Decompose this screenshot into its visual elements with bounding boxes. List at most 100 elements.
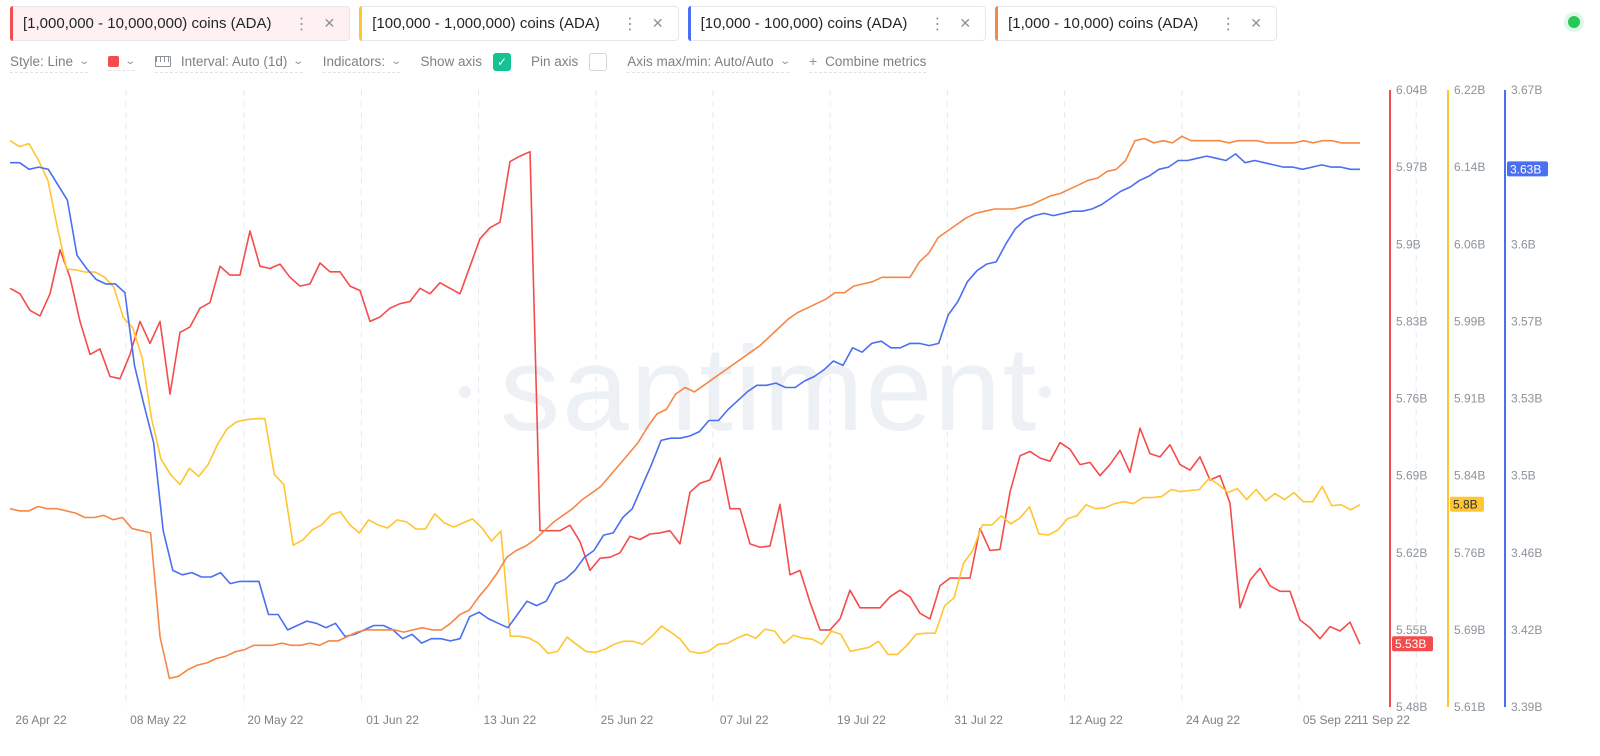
y-tick-label: 3.67B xyxy=(1511,83,1542,97)
x-tick-label: 01 Jun 22 xyxy=(366,713,419,727)
y-tick-label: 3.5B xyxy=(1511,469,1536,483)
indicators-dropdown[interactable]: Indicators: ⌄ xyxy=(322,53,403,73)
more-options-icon[interactable]: ⋮ xyxy=(621,15,638,33)
y-tick-label: 5.97B xyxy=(1396,160,1427,174)
y-tick-label: 5.91B xyxy=(1454,392,1485,406)
more-options-icon[interactable]: ⋮ xyxy=(929,15,946,33)
pin-axis-toggle[interactable]: Pin axis xyxy=(530,52,608,74)
y-tick-label: 5.76B xyxy=(1396,392,1427,406)
x-tick-label: 31 Jul 22 xyxy=(954,713,1003,727)
style-dropdown[interactable]: Style: Line ⌄ xyxy=(10,53,91,73)
value-badge-label: 5.8B xyxy=(1453,498,1478,512)
x-tick-label: 19 Jul 22 xyxy=(837,713,886,727)
show-axis-label: Show axis xyxy=(420,54,482,69)
y-tick-label: 5.55B xyxy=(1396,623,1427,637)
series-line xyxy=(9,135,1360,680)
color-picker[interactable]: ⌄ xyxy=(108,55,137,71)
chevron-down-icon: ⌄ xyxy=(390,55,403,67)
metric-color-bar xyxy=(995,6,999,41)
y-tick-label: 5.84B xyxy=(1454,469,1485,483)
checkbox-unchecked-icon[interactable] xyxy=(589,52,608,71)
combine-metrics-button[interactable]: + Combine metrics xyxy=(808,53,927,73)
metric-color-bar xyxy=(10,6,13,41)
y-tick-label: 5.9B xyxy=(1396,237,1421,251)
y-tick-label: 3.42B xyxy=(1511,623,1542,637)
chevron-down-icon: ⌄ xyxy=(292,55,305,67)
value-badge xyxy=(1507,161,1548,177)
y-tick-label: 3.6B xyxy=(1511,237,1536,251)
chevron-down-icon: ⌄ xyxy=(124,55,137,67)
x-tick-label: 13 Jun 22 xyxy=(483,713,536,727)
metric-color-bar xyxy=(359,6,363,41)
axis-maxmin-dropdown[interactable]: Axis max/min: Auto/Auto ⌄ xyxy=(627,54,791,73)
y-tick-label: 6.04B xyxy=(1396,83,1427,97)
y-tick-label: 6.06B xyxy=(1454,237,1485,251)
chart-lines xyxy=(9,135,1361,680)
metric-tab-label: [1,000 - 10,000) coins (ADA) xyxy=(1008,15,1199,32)
x-tick-label: 20 May 22 xyxy=(247,713,303,727)
y-tick-label: 5.69B xyxy=(1454,623,1485,637)
color-swatch xyxy=(108,55,120,67)
pin-axis-label: Pin axis xyxy=(530,54,579,69)
value-badge-label: 5.53B xyxy=(1395,637,1426,651)
series-line xyxy=(9,139,1361,656)
live-status-dot xyxy=(1568,16,1580,28)
x-tick-label: 25 Jun 22 xyxy=(601,713,654,727)
x-tick-label: 26 Apr 22 xyxy=(15,713,67,727)
y-tick-label: 5.61B xyxy=(1454,700,1485,714)
y-tick-label: 3.46B xyxy=(1511,546,1542,560)
y-tick-label: 3.39B xyxy=(1511,700,1542,714)
more-options-icon[interactable]: ⋮ xyxy=(1220,15,1237,33)
indicators-label: Indicators: xyxy=(322,53,386,69)
watermark-dot xyxy=(459,386,471,398)
y-tick-label: 5.83B xyxy=(1396,314,1427,328)
combine-metrics-label: Combine metrics xyxy=(825,53,927,69)
y-tick-label: 5.99B xyxy=(1454,314,1485,328)
close-icon[interactable]: ✕ xyxy=(1250,15,1262,31)
value-badge xyxy=(1392,636,1433,652)
interval-dropdown[interactable]: Interval: Auto (1d) ⌄ xyxy=(154,53,305,73)
y-tick-label: 3.57B xyxy=(1511,314,1542,328)
chevron-down-icon: ⌄ xyxy=(778,55,791,67)
value-badge xyxy=(1450,496,1484,512)
show-axis-toggle[interactable]: Show axis ✓ xyxy=(420,52,511,74)
x-axis: 26 Apr 22 08 May 22 20 May 22 01 Jun 22 13 J… xyxy=(15,713,1410,727)
y-tick-label: 5.48B xyxy=(1396,700,1427,714)
metric-tab-4[interactable]: [1,000 - 10,000) coins (ADA) ⋮ ✕ xyxy=(995,6,1277,41)
x-tick-label: 12 Aug 22 xyxy=(1069,713,1123,727)
y-tick-label: 3.53B xyxy=(1511,392,1542,406)
metric-color-bar xyxy=(687,6,691,41)
series-line xyxy=(9,150,1361,645)
chart-axes: 6.04B5.97B5.9B5.83B5.76B5.69B5.62B5.55B5… xyxy=(1389,83,1548,714)
style-label: Style: Line xyxy=(10,53,74,69)
x-tick-label: 24 Aug 22 xyxy=(1186,713,1240,727)
metric-tab-label: [10,000 - 100,000) coins (ADA) xyxy=(700,15,908,32)
x-tick-label: 08 May 22 xyxy=(130,713,186,727)
chart-toolbar: Style: Line ⌄ ⌄ Interval: Auto (1d) ⌄ In… xyxy=(10,52,946,74)
ruler-icon xyxy=(154,55,171,67)
chevron-down-icon: ⌄ xyxy=(78,55,91,67)
metric-tabs: [1,000,000 - 10,000,000) coins (ADA) ⋮ ✕… xyxy=(10,6,1277,43)
metric-tab-1[interactable]: [1,000,000 - 10,000,000) coins (ADA) ⋮ ✕ xyxy=(10,6,351,41)
close-icon[interactable]: ✕ xyxy=(959,15,972,31)
watermark-dot xyxy=(1039,386,1051,398)
y-tick-label: 5.69B xyxy=(1396,469,1427,483)
checkbox-checked-icon[interactable]: ✓ xyxy=(492,52,511,71)
close-icon[interactable]: ✕ xyxy=(323,15,336,31)
metric-tab-label: [100,000 - 1,000,000) coins (ADA) xyxy=(372,15,600,32)
metric-tab-label: [1,000,000 - 10,000,000) coins (ADA) xyxy=(23,15,272,32)
y-tick-label: 5.76B xyxy=(1454,546,1485,560)
close-icon[interactable]: ✕ xyxy=(651,15,664,31)
metric-tab-3[interactable]: [10,000 - 100,000) coins (ADA) ⋮ ✕ xyxy=(687,6,987,41)
interval-label: Interval: Auto (1d) xyxy=(180,53,288,69)
more-options-icon[interactable]: ⋮ xyxy=(293,15,310,33)
y-tick-label: 6.22B xyxy=(1454,83,1485,97)
x-tick-label: 07 Jul 22 xyxy=(720,713,769,727)
plus-icon: + xyxy=(808,53,818,69)
y-tick-label: 5.62B xyxy=(1396,546,1427,560)
value-badge-label: 3.63B xyxy=(1510,162,1541,176)
x-tick-label: 11 Sep 22 xyxy=(1356,713,1410,727)
x-tick-label: 05 Sep 22 xyxy=(1303,713,1358,727)
metric-tab-2[interactable]: [100,000 - 1,000,000) coins (ADA) ⋮ ✕ xyxy=(359,6,679,41)
